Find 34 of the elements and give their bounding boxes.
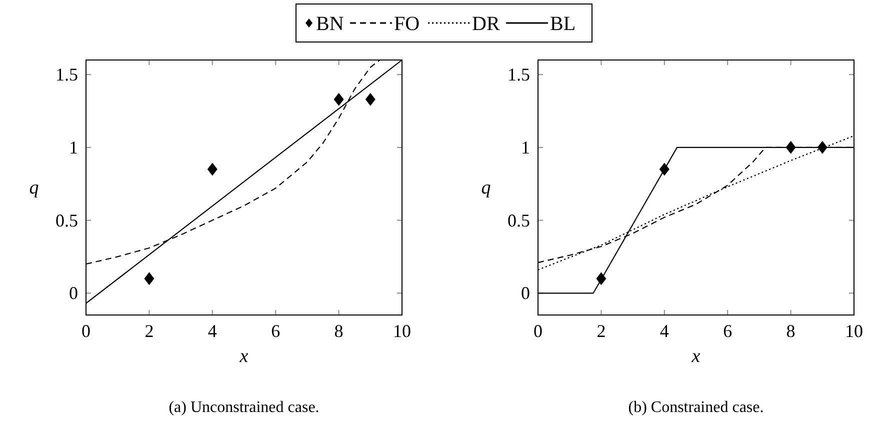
x-tick-label: 10 xyxy=(845,321,863,341)
text: (b) Constrained case. xyxy=(628,399,764,416)
point xyxy=(207,162,218,176)
x-tick-label: 6 xyxy=(271,321,280,341)
legend-label: BN xyxy=(316,13,344,35)
y-tick-label: 1 xyxy=(521,137,530,158)
x-axis-title: x xyxy=(238,346,249,367)
legend-label: BL xyxy=(550,13,576,35)
x-tick-label: 2 xyxy=(596,321,606,341)
x-tick-label: 8 xyxy=(334,321,344,341)
text: (a) Unconstrained case. xyxy=(168,399,320,416)
y-tick-label: 1.5 xyxy=(508,64,530,85)
y-tick-label: 1 xyxy=(69,137,78,158)
y-axis-title: q xyxy=(481,178,492,198)
y-tick-label: 0.5 xyxy=(508,210,530,230)
legend-label: DR xyxy=(472,13,500,35)
y-tick-label: 0.5 xyxy=(56,210,78,230)
x-tick-label: 2 xyxy=(144,321,154,341)
y-tick-label: 0 xyxy=(69,283,78,304)
x-tick-label: 10 xyxy=(393,321,411,341)
point xyxy=(144,272,154,286)
x-tick-label: 8 xyxy=(786,321,796,341)
x-tick-label: 0 xyxy=(82,321,90,341)
x-tick-label: 6 xyxy=(723,321,732,341)
point xyxy=(334,92,344,106)
point xyxy=(365,92,376,106)
x-tick-label: 4 xyxy=(660,321,669,341)
legend-label: FO xyxy=(394,13,420,35)
y-axis-title: q xyxy=(29,178,40,198)
y-tick-label: 0 xyxy=(521,283,530,304)
x-axis-title: x xyxy=(690,346,701,367)
y-tick-label: 1.5 xyxy=(56,64,78,85)
x-tick-label: 0 xyxy=(534,321,542,341)
x-tick-label: 4 xyxy=(208,321,217,341)
